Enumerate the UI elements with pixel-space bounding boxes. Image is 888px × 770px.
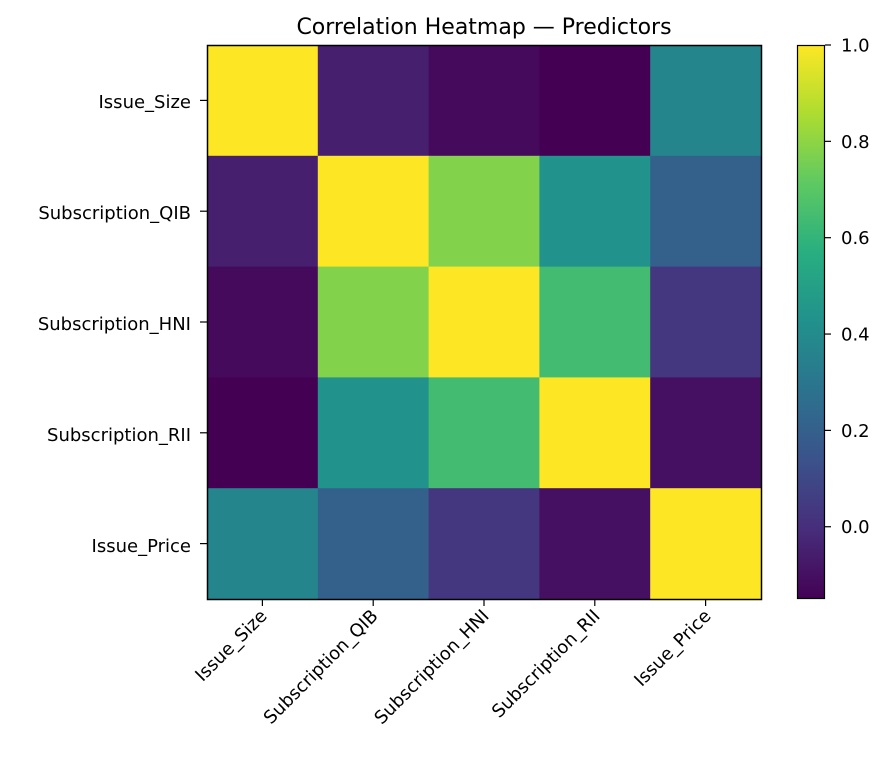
colorbar-tick-label-2: 0.4 — [841, 325, 870, 346]
heatmap-cell-subscription-rii-subscription-rii — [539, 377, 651, 489]
heatmap-cell-issue-size-issue-size — [207, 45, 319, 157]
heatmap-cell-subscription-hni-subscription-rii — [539, 266, 651, 378]
heatmap-cell-subscription-hni-subscription-hni — [428, 266, 540, 378]
colorbar-tick-label-1: 0.2 — [841, 421, 870, 442]
x-tick-label-issue-size: Issue_Size — [191, 606, 271, 686]
heatmap-cell-subscription-hni-subscription-qib — [317, 266, 430, 378]
heatmap-cell-issue-price-issue-price — [650, 488, 762, 600]
plot-frame — [206, 44, 763, 601]
colorbar — [797, 45, 825, 599]
heatmap-cells — [207, 45, 762, 600]
heatmap-cell-subscription-hni-issue-size — [207, 266, 319, 378]
colorbar-tick-label-0: 0.0 — [841, 517, 870, 538]
heatmap-cell-subscription-hni-issue-price — [650, 266, 762, 378]
heatmap-cell-issue-price-issue-size — [207, 488, 319, 600]
y-tick-label-issue-price: Issue_Price — [92, 536, 191, 557]
x-tick-label-subscription-hni: Subscription_HNI — [370, 606, 493, 729]
y-axis-ticks — [200, 99, 207, 545]
heatmap-cell-issue-size-subscription-qib — [317, 45, 430, 157]
heatmap-cell-issue-price-subscription-hni — [428, 488, 540, 600]
x-tick-label-subscription-qib: Subscription_QIB — [260, 606, 383, 729]
y-tick-label-subscription-rii: Subscription_RII — [47, 425, 191, 446]
colorbar-tick-label-4: 0.8 — [841, 132, 870, 153]
x-tick-label-subscription-rii: Subscription_RII — [488, 606, 605, 723]
y-tick-label-subscription-qib: Subscription_QIB — [38, 203, 191, 224]
heatmap-cell-issue-size-subscription-rii — [539, 45, 651, 157]
colorbar-frame — [796, 44, 826, 600]
colorbar-tick-label-5: 1.0 — [841, 36, 870, 57]
heatmap-cell-subscription-qib-subscription-hni — [428, 155, 540, 268]
heatmap-cell-subscription-qib-subscription-rii — [539, 155, 651, 268]
heatmap-cell-issue-price-subscription-qib — [317, 488, 430, 600]
y-tick-label-issue-size: Issue_Size — [99, 92, 192, 113]
x-tick-labels: Issue_Size Subscription_QIB Subscription… — [191, 606, 715, 729]
y-tick-labels: Issue_Size Subscription_QIB Subscription… — [38, 92, 191, 557]
heatmap-cell-issue-size-issue-price — [650, 45, 762, 157]
heatmap-cell-subscription-rii-subscription-qib — [317, 377, 430, 489]
heatmap-cell-subscription-qib-issue-size — [207, 155, 319, 268]
heatmap-cell-issue-price-subscription-rii — [539, 488, 651, 600]
heatmap-cell-subscription-qib-subscription-qib — [317, 155, 430, 268]
heatmap-cell-subscription-rii-issue-size — [207, 377, 319, 489]
colorbar-ticks: 0.0 0.2 0.4 0.6 0.8 1.0 — [825, 36, 870, 538]
heatmap-cell-subscription-qib-issue-price — [650, 155, 762, 268]
x-tick-label-issue-price: Issue_Price — [630, 606, 715, 691]
heatmap-cell-subscription-rii-issue-price — [650, 377, 762, 489]
heatmap-cell-issue-size-subscription-hni — [428, 45, 540, 157]
y-tick-label-subscription-hni: Subscription_HNI — [38, 314, 191, 335]
chart-title: Correlation Heatmap — Predictors — [296, 15, 671, 40]
colorbar-tick-label-3: 0.6 — [841, 228, 870, 249]
heatmap-cell-subscription-rii-subscription-hni — [428, 377, 540, 489]
